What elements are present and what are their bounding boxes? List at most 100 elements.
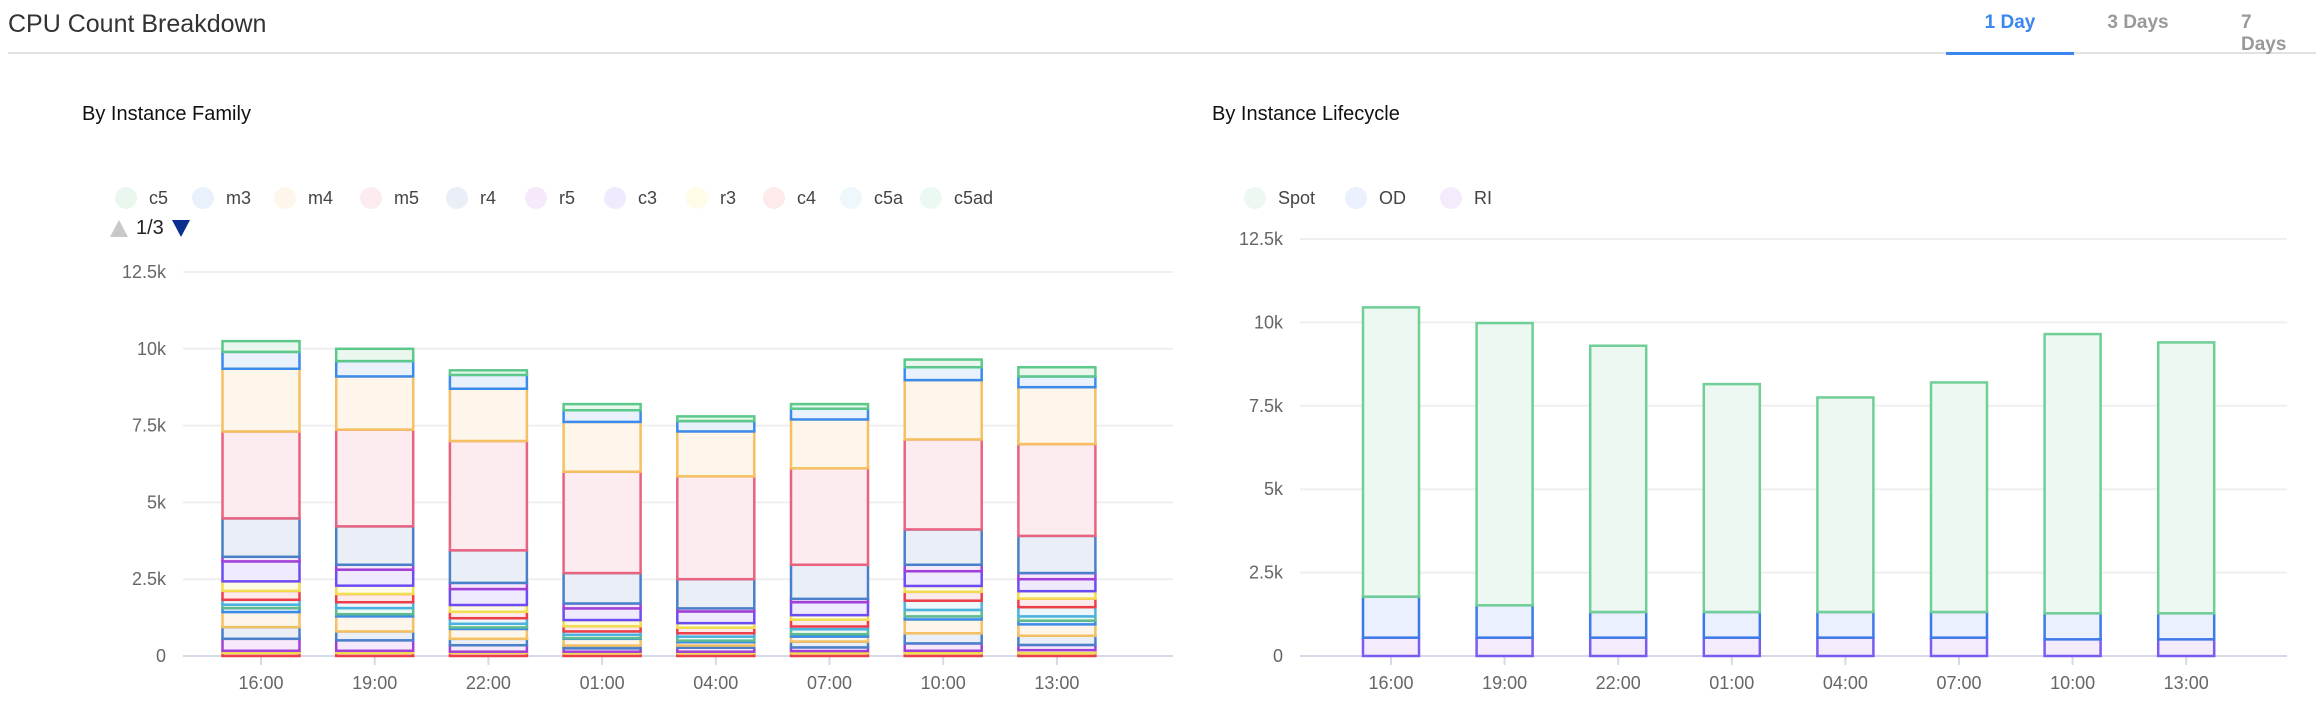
bar-segment-Spot [1816, 396, 1875, 614]
triangle-down-icon[interactable] [171, 220, 190, 237]
bar-segment-m3 [448, 373, 529, 390]
bar-segment-r4 [676, 577, 756, 610]
bar-segment-OD [1475, 604, 1534, 639]
legend-item-c5a[interactable]: c5a [840, 186, 903, 210]
x-tick-label: 07:00 [807, 673, 852, 693]
bar-segment-c3 [448, 587, 529, 607]
bar-segment-r4 [448, 549, 529, 585]
bar-segment-other [903, 632, 983, 645]
x-tick-label: 16:00 [1368, 673, 1413, 693]
x-tick-label: 19:00 [1482, 673, 1527, 693]
y-tick-label: 7.5k [1249, 396, 1284, 416]
bar-segment-c4 [1017, 597, 1097, 609]
bar-segment-m4 [1017, 385, 1097, 446]
legend-label: c5ad [954, 187, 994, 208]
bar-segment-other [221, 637, 301, 653]
x-tick-label: 22:00 [1596, 673, 1641, 693]
bar-segment-r4 [1017, 534, 1097, 575]
bar-segment-r4 [562, 571, 642, 605]
legend-label: RI [1474, 187, 1492, 208]
bar-segment-m3 [789, 407, 870, 421]
bar-segment-c3 [334, 568, 415, 587]
x-tick-label: 13:00 [1034, 673, 1079, 693]
bar-segment-RI [1588, 636, 1648, 658]
legend-item-m5[interactable]: m5 [360, 186, 419, 210]
legend-label: c5a [874, 187, 904, 208]
legend-item-c4[interactable]: c4 [763, 186, 816, 210]
y-tick-label: 10k [1254, 312, 1284, 332]
bar-segment-Spot [2043, 332, 2102, 615]
bar-segment-OD [2156, 612, 2216, 641]
legend-pager: 1/3 [110, 217, 190, 240]
bar-segment-c5a [903, 599, 983, 612]
legend-item-c3[interactable]: c3 [604, 186, 657, 210]
legend-item-spot[interactable]: Spot [1244, 186, 1315, 210]
bar-segment-other [1017, 634, 1097, 647]
bar-segment-c5 [448, 369, 529, 377]
x-tick-label: 22:00 [466, 673, 511, 693]
bar-segment-m5 [448, 439, 529, 552]
bar-segment-r4 [334, 525, 415, 567]
legend-label: m3 [226, 187, 252, 208]
bar-segment-m3 [334, 359, 415, 378]
legend-item-c5[interactable]: c5 [115, 186, 168, 210]
bar-segment-Spot [1929, 381, 1989, 614]
bar-segment-RI [1475, 636, 1534, 658]
tab-3-days[interactable]: 3 Days [2107, 12, 2169, 33]
legend-item-ri[interactable]: RI [1440, 186, 1492, 210]
legend-item-r5[interactable]: r5 [525, 186, 575, 210]
bar-segment-c5a [1017, 605, 1097, 618]
bar-segment-r3 [221, 580, 301, 593]
legend-item-r3[interactable]: r3 [686, 186, 736, 210]
bar-segment-other [448, 627, 529, 641]
bar-segment-m4 [903, 378, 983, 441]
family-panel-title: By Instance Family [82, 103, 251, 125]
bar-segment-c3 [903, 569, 983, 588]
bar-segment-m4 [789, 418, 870, 470]
bar-segment-RI [1929, 636, 1989, 658]
bar-segment-c5 [221, 339, 301, 354]
y-tick-label: 10k [137, 339, 167, 359]
legend-item-m3[interactable]: m3 [192, 186, 251, 210]
bar-segment-m5 [1017, 442, 1097, 538]
bar-segment-c5 [334, 347, 415, 363]
legend-item-r4[interactable]: r4 [446, 186, 496, 210]
bar-segment-m5 [221, 430, 301, 520]
legend-item-od[interactable]: OD [1345, 186, 1406, 210]
bar-segment-RI [2156, 638, 2216, 658]
legend-item-c5ad[interactable]: c5ad [920, 186, 993, 210]
bar-segment-m3 [676, 419, 756, 433]
bar-segment-r4 [221, 517, 301, 559]
bar-segment-m5 [334, 428, 415, 528]
x-tick-label: 04:00 [1823, 673, 1868, 693]
bar-segment-OD [1702, 610, 1762, 639]
legend-label: m4 [308, 187, 334, 208]
x-tick-label: 13:00 [2164, 673, 2209, 693]
bar-segment-c5 [789, 402, 870, 410]
bar-segment-Spot [1475, 321, 1534, 607]
legend-label: r5 [559, 187, 576, 208]
bar-segment-m4 [221, 367, 301, 433]
tab-1-day[interactable]: 1 Day [1984, 12, 2036, 33]
bar-segment-m5 [562, 470, 642, 575]
y-tick-label: 5k [147, 492, 167, 512]
bar-segment-Spot [1361, 306, 1421, 598]
legend-item-m4[interactable]: m4 [274, 186, 333, 210]
legend-dot-icon [920, 187, 942, 209]
bar-segment-r4 [789, 563, 870, 601]
tab-7-days[interactable]: 7 Days [2241, 12, 2287, 55]
legend-dot-icon [1244, 187, 1266, 209]
x-tick-label: 10:00 [2050, 673, 2095, 693]
legend-dot-icon [525, 187, 547, 209]
y-tick-label: 0 [1273, 646, 1283, 666]
bar-segment-m3 [1017, 375, 1097, 389]
y-tick-label: 2.5k [1249, 563, 1284, 583]
bar-segment-c5 [1017, 365, 1097, 378]
legend-dot-icon [446, 187, 468, 209]
triangle-up-icon[interactable] [110, 220, 128, 237]
bar-segment-OD [2043, 612, 2102, 641]
y-tick-label: 7.5k [132, 416, 167, 436]
bar-segment-other [1017, 623, 1097, 637]
legend-label: Spot [1278, 187, 1316, 208]
x-tick-label: 10:00 [921, 673, 966, 693]
